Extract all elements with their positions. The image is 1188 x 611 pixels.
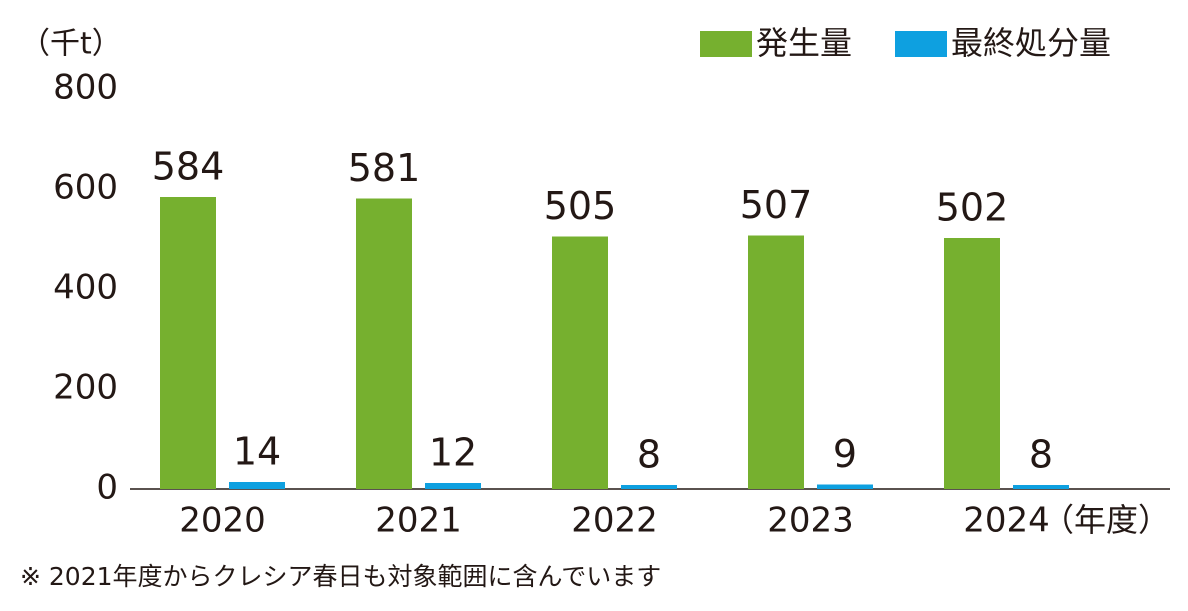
data-label: 581 <box>348 146 421 190</box>
data-label: 14 <box>233 430 281 474</box>
bar <box>748 235 804 489</box>
legend-label: 発生量 <box>756 24 852 62</box>
bar <box>1013 485 1069 489</box>
y-tick-label: 0 <box>96 468 118 508</box>
y-tick-label: 800 <box>53 68 118 108</box>
bar <box>160 197 216 489</box>
bar <box>817 484 873 489</box>
data-label: 12 <box>429 431 477 475</box>
data-label: 507 <box>740 183 813 227</box>
bar <box>356 198 412 489</box>
data-label: 505 <box>544 184 617 228</box>
data-label: 9 <box>833 432 857 476</box>
x-tick-label: 2024 <box>963 501 1050 541</box>
y-tick-label: 600 <box>53 168 118 208</box>
data-label: 502 <box>936 186 1009 230</box>
x-tick-label: 2022 <box>571 501 658 541</box>
legend-swatch <box>700 31 752 57</box>
bar <box>621 485 677 489</box>
legend-swatch <box>895 31 947 57</box>
data-label: 584 <box>152 145 225 189</box>
x-tick-label: 2021 <box>375 501 462 541</box>
x-tick-label: 2020 <box>179 501 266 541</box>
y-tick-label: 400 <box>53 268 118 308</box>
bar <box>229 482 285 489</box>
data-label: 8 <box>1029 433 1053 477</box>
bar <box>552 236 608 489</box>
footnote: ※ 2021年度からクレシア春日も対象範囲に含んでいます <box>20 562 661 591</box>
bar <box>425 483 481 489</box>
bar <box>944 238 1000 489</box>
x-unit-label: （年度） <box>1042 501 1170 539</box>
data-label: 8 <box>637 433 661 477</box>
y-tick-label: 200 <box>53 368 118 408</box>
legend-label: 最終処分量 <box>951 24 1111 62</box>
unit-label: （千t） <box>20 27 122 62</box>
x-tick-label: 2023 <box>767 501 854 541</box>
